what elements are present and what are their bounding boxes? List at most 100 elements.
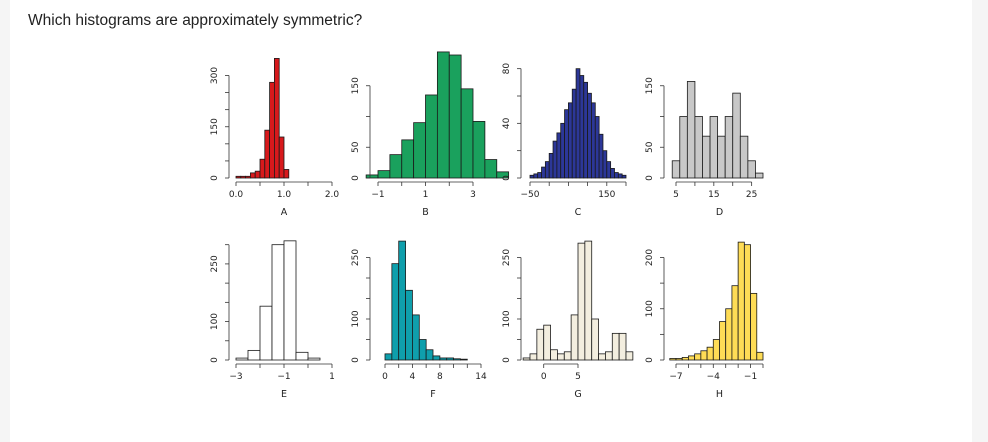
x-tick-label-b-2: 1: [423, 190, 429, 200]
y-tick-label-e-0: 0: [210, 357, 220, 363]
x-tick-label-g-1: 5: [575, 372, 581, 382]
bar-c-23: [617, 173, 623, 179]
bar-c-20: [606, 161, 612, 179]
bar-b-11: [496, 171, 510, 179]
bar-h-10: [731, 285, 739, 361]
x-tick-label-f-4: 8: [437, 372, 443, 382]
bar-f-3: [405, 289, 413, 361]
y-tick-label-a-0: 0: [210, 175, 220, 181]
y-tick-label-h-2: 100: [645, 300, 655, 317]
bar-c-13: [579, 75, 585, 179]
histogram-a: 0 150 300 0.0 1.0 2.0 A: [210, 58, 339, 218]
bar-g-15: [625, 351, 634, 361]
bar-b-1: [377, 170, 391, 179]
bar-d-2: [686, 81, 696, 179]
y-tick-label-g-0: 0: [502, 357, 512, 363]
x-tick-label-a-4: 2.0: [325, 190, 340, 200]
bar-c-11: [571, 88, 577, 179]
bar-b-8: [460, 88, 474, 179]
bar-b-0: [365, 174, 379, 179]
bar-c-8: [560, 122, 565, 179]
histogram-f: 0 100 250 0 4 8 14 F: [351, 240, 487, 400]
bar-h-7: [712, 339, 720, 361]
bar-e-5: [295, 351, 309, 361]
y-tick-label-e-2: 100: [210, 313, 220, 330]
y-tick-label-e-5: 250: [210, 255, 220, 272]
bar-c-22: [614, 172, 619, 179]
bar-f-0: [384, 353, 393, 361]
y-tick-label-c-0: 0: [502, 175, 512, 181]
bar-c-17: [594, 116, 600, 179]
x-label-h: H: [716, 389, 723, 400]
bar-f-10: [453, 358, 461, 361]
bar-c-0: [529, 174, 535, 179]
bar-a-7: [269, 81, 275, 179]
bar-g-3: [543, 324, 551, 361]
x-tick-label-e-2: −1: [277, 372, 290, 382]
bar-d-3: [694, 116, 703, 179]
bar-a-9: [278, 136, 285, 179]
bar-d-9: [739, 135, 749, 179]
bar-f-8: [439, 357, 448, 361]
bar-h-11: [737, 241, 745, 361]
bar-h-12: [743, 244, 751, 361]
bar-a-0: [235, 175, 242, 179]
y-tick-label-h-4: 200: [645, 249, 655, 266]
bar-e-2: [259, 305, 273, 361]
y-tick-label-f-2: 100: [351, 310, 361, 327]
bar-g-4: [550, 349, 558, 361]
x-label-g: G: [574, 389, 581, 400]
bar-f-2: [398, 240, 406, 361]
y-tick-label-g-2: 100: [502, 310, 512, 327]
y-tick-label-b-0: 0: [351, 175, 361, 181]
question-text: Which histograms are approximately symme…: [28, 12, 363, 29]
x-tick-label-f-0: 0: [382, 372, 388, 382]
bar-g-10: [591, 318, 599, 361]
bar-d-5: [709, 116, 719, 179]
bar-b-6: [436, 51, 450, 179]
bar-c-2: [537, 172, 542, 179]
x-tick-label-g-0: 0: [541, 372, 547, 382]
x-tick-label-a-0: 0.0: [229, 190, 244, 200]
bar-h-14: [756, 351, 764, 361]
bar-e-0: [235, 357, 249, 361]
bar-f-4: [412, 314, 420, 361]
histogram-d: 0 50 150 5 15 25 D: [645, 77, 764, 218]
bar-c-14: [583, 81, 589, 179]
bar-c-1: [533, 173, 539, 179]
bar-d-8: [732, 92, 741, 179]
bar-g-9: [584, 240, 593, 361]
x-label-e: E: [281, 389, 287, 400]
bar-b-7: [448, 54, 462, 179]
y-tick-label-a-3: 150: [210, 118, 220, 135]
bar-f-5: [418, 339, 427, 361]
bar-f-11: [460, 358, 468, 361]
question-card: Which histograms are approximately symme…: [10, 0, 972, 442]
bar-b-5: [425, 94, 438, 179]
bar-g-14: [618, 332, 627, 361]
bar-h-3: [688, 355, 696, 361]
y-tick-label-b-1: 50: [351, 141, 361, 153]
x-tick-label-h-3: −4: [707, 372, 721, 382]
bar-a-8: [273, 58, 280, 179]
bar-d-6: [717, 135, 726, 179]
bar-g-2: [536, 328, 545, 361]
bar-e-1: [247, 349, 261, 361]
bar-a-10: [283, 169, 290, 179]
y-tick-label-c-4: 80: [502, 63, 512, 75]
y-tick-label-a-6: 300: [210, 67, 220, 84]
y-tick-label-d-3: 150: [645, 77, 655, 94]
y-tick-label-d-0: 0: [645, 175, 655, 181]
x-tick-label-d-4: 25: [746, 190, 757, 200]
bar-c-18: [598, 133, 604, 179]
x-tick-label-e-4: 1: [329, 372, 335, 382]
histogram-e: 0 100 250 −3 −1 1 E: [210, 240, 335, 400]
histogram-b: 0 50 150 −1 1 3 B: [351, 51, 510, 218]
bar-a-6: [264, 129, 270, 179]
bar-c-19: [602, 150, 608, 179]
bar-d-0: [671, 160, 681, 179]
bar-g-1: [529, 353, 538, 361]
bar-c-5: [548, 152, 554, 179]
y-tick-label-f-5: 250: [351, 249, 361, 266]
